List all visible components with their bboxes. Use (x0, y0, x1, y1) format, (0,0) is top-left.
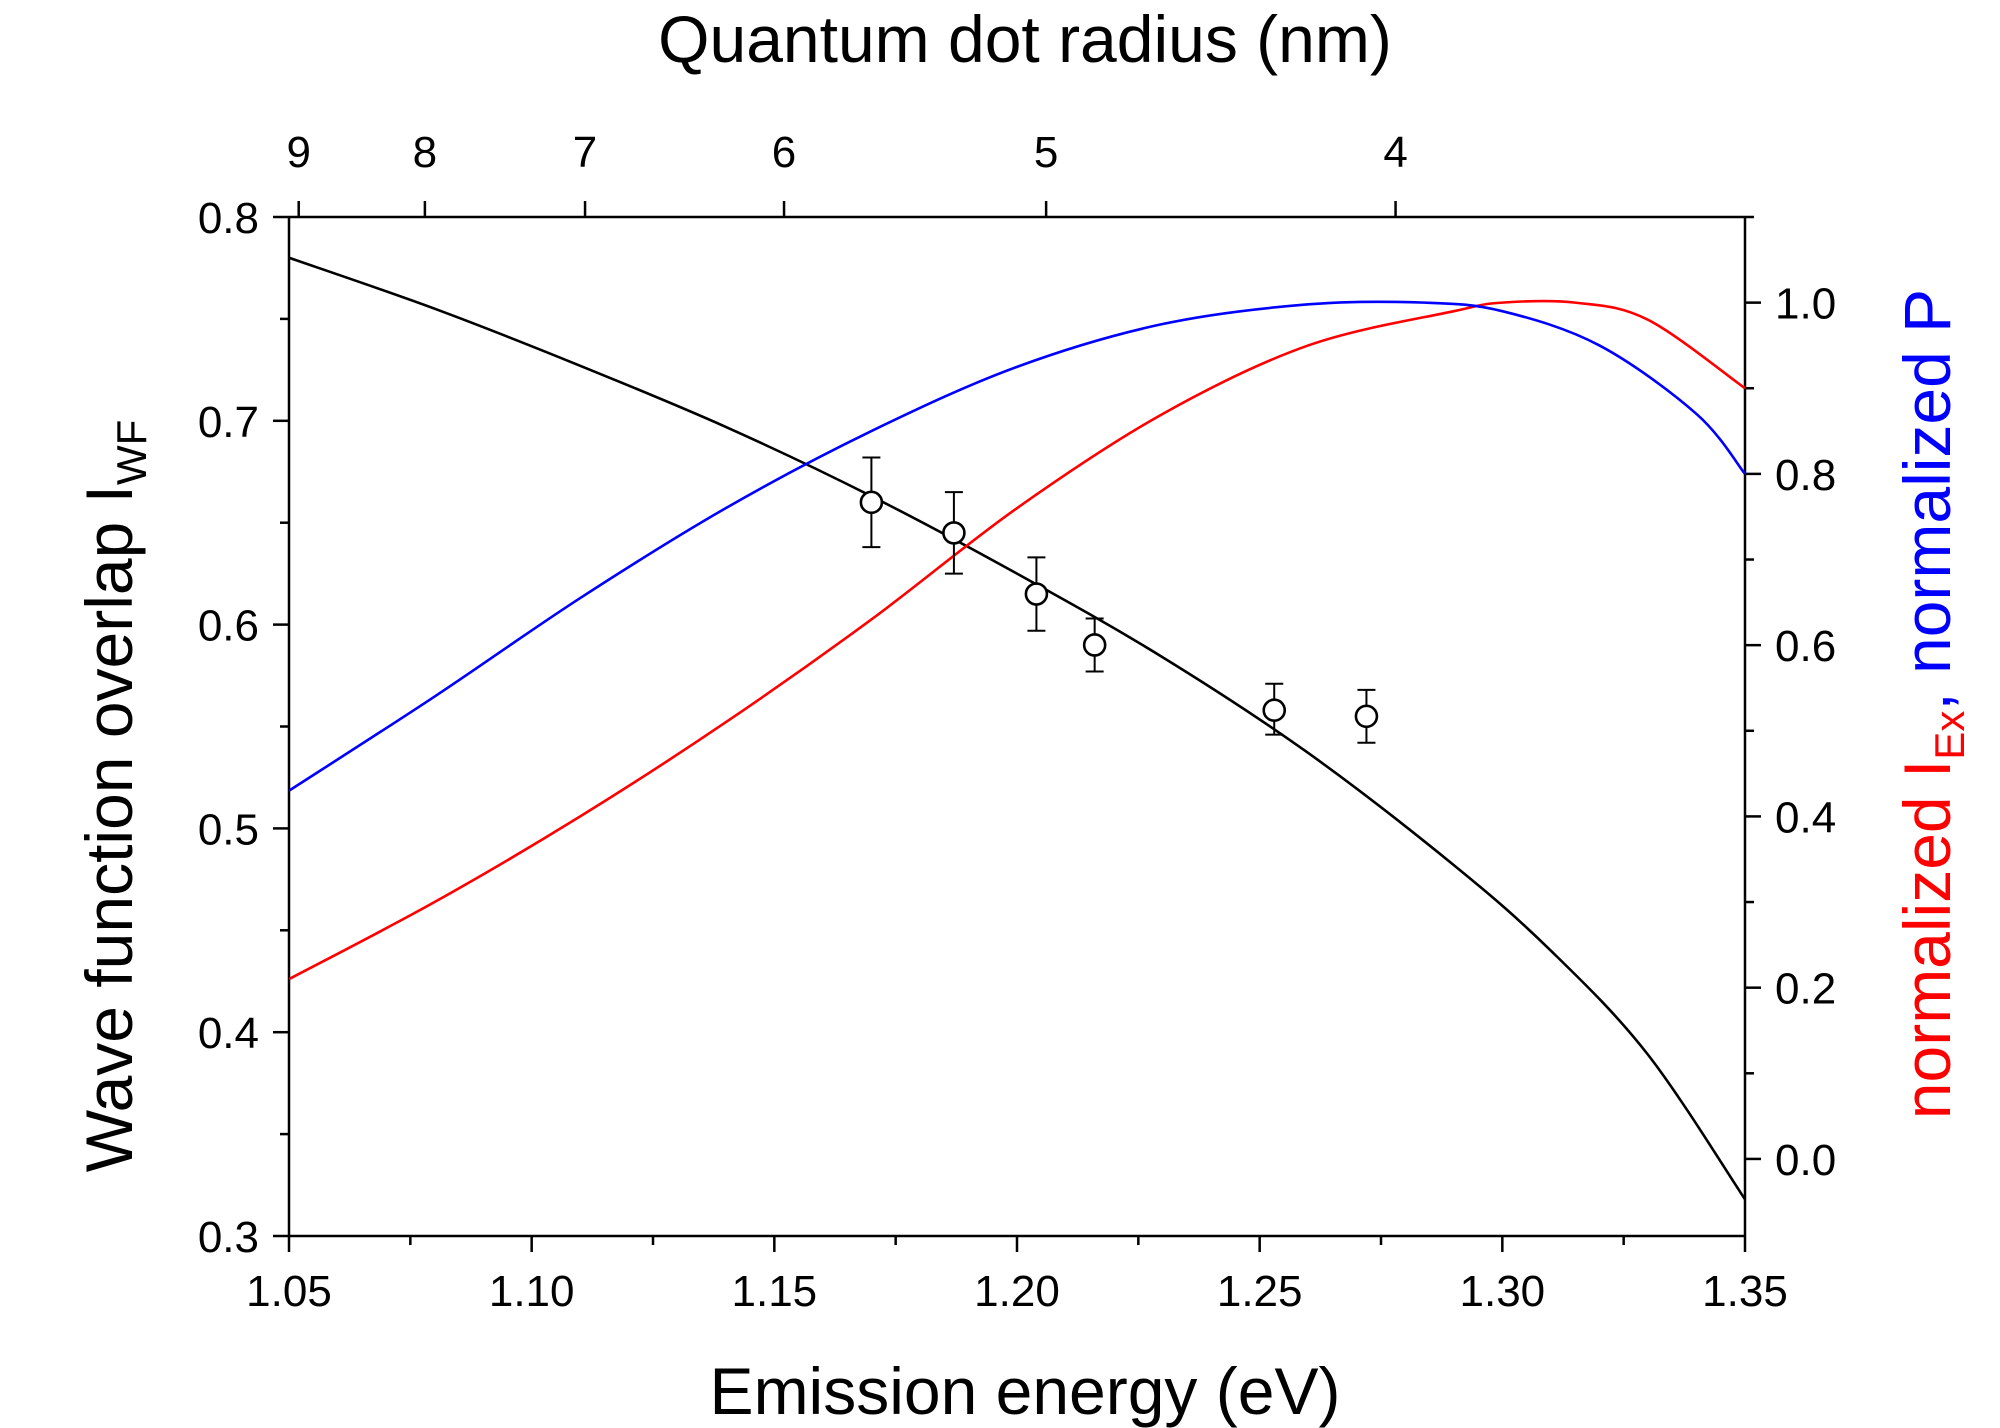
right-axis-title-separator: , (1890, 674, 1964, 711)
data-point (942, 521, 966, 545)
x-axis-title: Emission energy (eV) (710, 1354, 1341, 1428)
y-left-tick-label: 0.8 (198, 194, 259, 243)
data-point (1262, 698, 1287, 722)
series-iwf-curve (289, 256, 1745, 1201)
data-point (859, 490, 884, 515)
x-top-tick-label: 4 (1383, 128, 1407, 177)
x-top-tick-label: 6 (772, 128, 796, 177)
x-top-tick-label: 8 (413, 128, 437, 177)
left-axis-title-subscript: WF (108, 420, 155, 485)
plot-area: 1.05 1.10 1.15 1.20 1.25 1.30 1.35 9 8 7 6 5 4 0.3 0.4… (198, 128, 1836, 1316)
x-tick-label: 1.20 (974, 1267, 1060, 1316)
y-left-tick-label: 0.7 (198, 398, 259, 447)
y-left-tick-label: 0.3 (198, 1213, 259, 1262)
left-axis-title: Wave function overlap IWF (72, 420, 155, 1173)
y-left-tick-label: 0.4 (198, 1009, 259, 1058)
top-axis-title: Quantum dot radius (nm) (658, 2, 1392, 76)
y-left-tick-label: 0.5 (198, 805, 259, 854)
x-top-tick-label: 5 (1034, 128, 1058, 177)
y-right-tick-label: 1.0 (1775, 280, 1836, 329)
data-point (1354, 704, 1379, 729)
y-left-tick-label: 0.6 (198, 602, 259, 651)
right-axis-title-p: normalized P (1890, 289, 1964, 674)
x-tick-label: 1.15 (732, 1267, 818, 1316)
x-tick-label: 1.10 (489, 1267, 575, 1316)
right-axis-title-ex-subscript: Ex (1926, 711, 1973, 760)
y-right-tick-label: 0.0 (1775, 1136, 1836, 1185)
x-top-tick-label: 9 (286, 128, 310, 177)
y-right-tick-label: 0.4 (1775, 793, 1836, 842)
data-point (1082, 633, 1107, 657)
x-top-tick-label: 7 (573, 128, 597, 177)
left-axis-title-main: Wave function overlap I (72, 485, 146, 1172)
x-tick-label: 1.35 (1702, 1267, 1788, 1316)
y-right-tick-label: 0.8 (1775, 451, 1836, 500)
right-axis-title-ex: normalized I (1890, 760, 1964, 1120)
data-point (1024, 582, 1049, 606)
y-right-tick-label: 0.2 (1775, 965, 1836, 1014)
y-right-tick-label: 0.6 (1775, 622, 1836, 671)
x-tick-label: 1.25 (1217, 1267, 1303, 1316)
series-iex-curve (289, 299, 1745, 981)
x-tick-label: 1.05 (246, 1267, 332, 1316)
series-p-curve (289, 300, 1745, 792)
x-tick-label: 1.30 (1460, 1267, 1546, 1316)
right-axis-title: normalized IEx, normalized P (1890, 289, 1973, 1119)
